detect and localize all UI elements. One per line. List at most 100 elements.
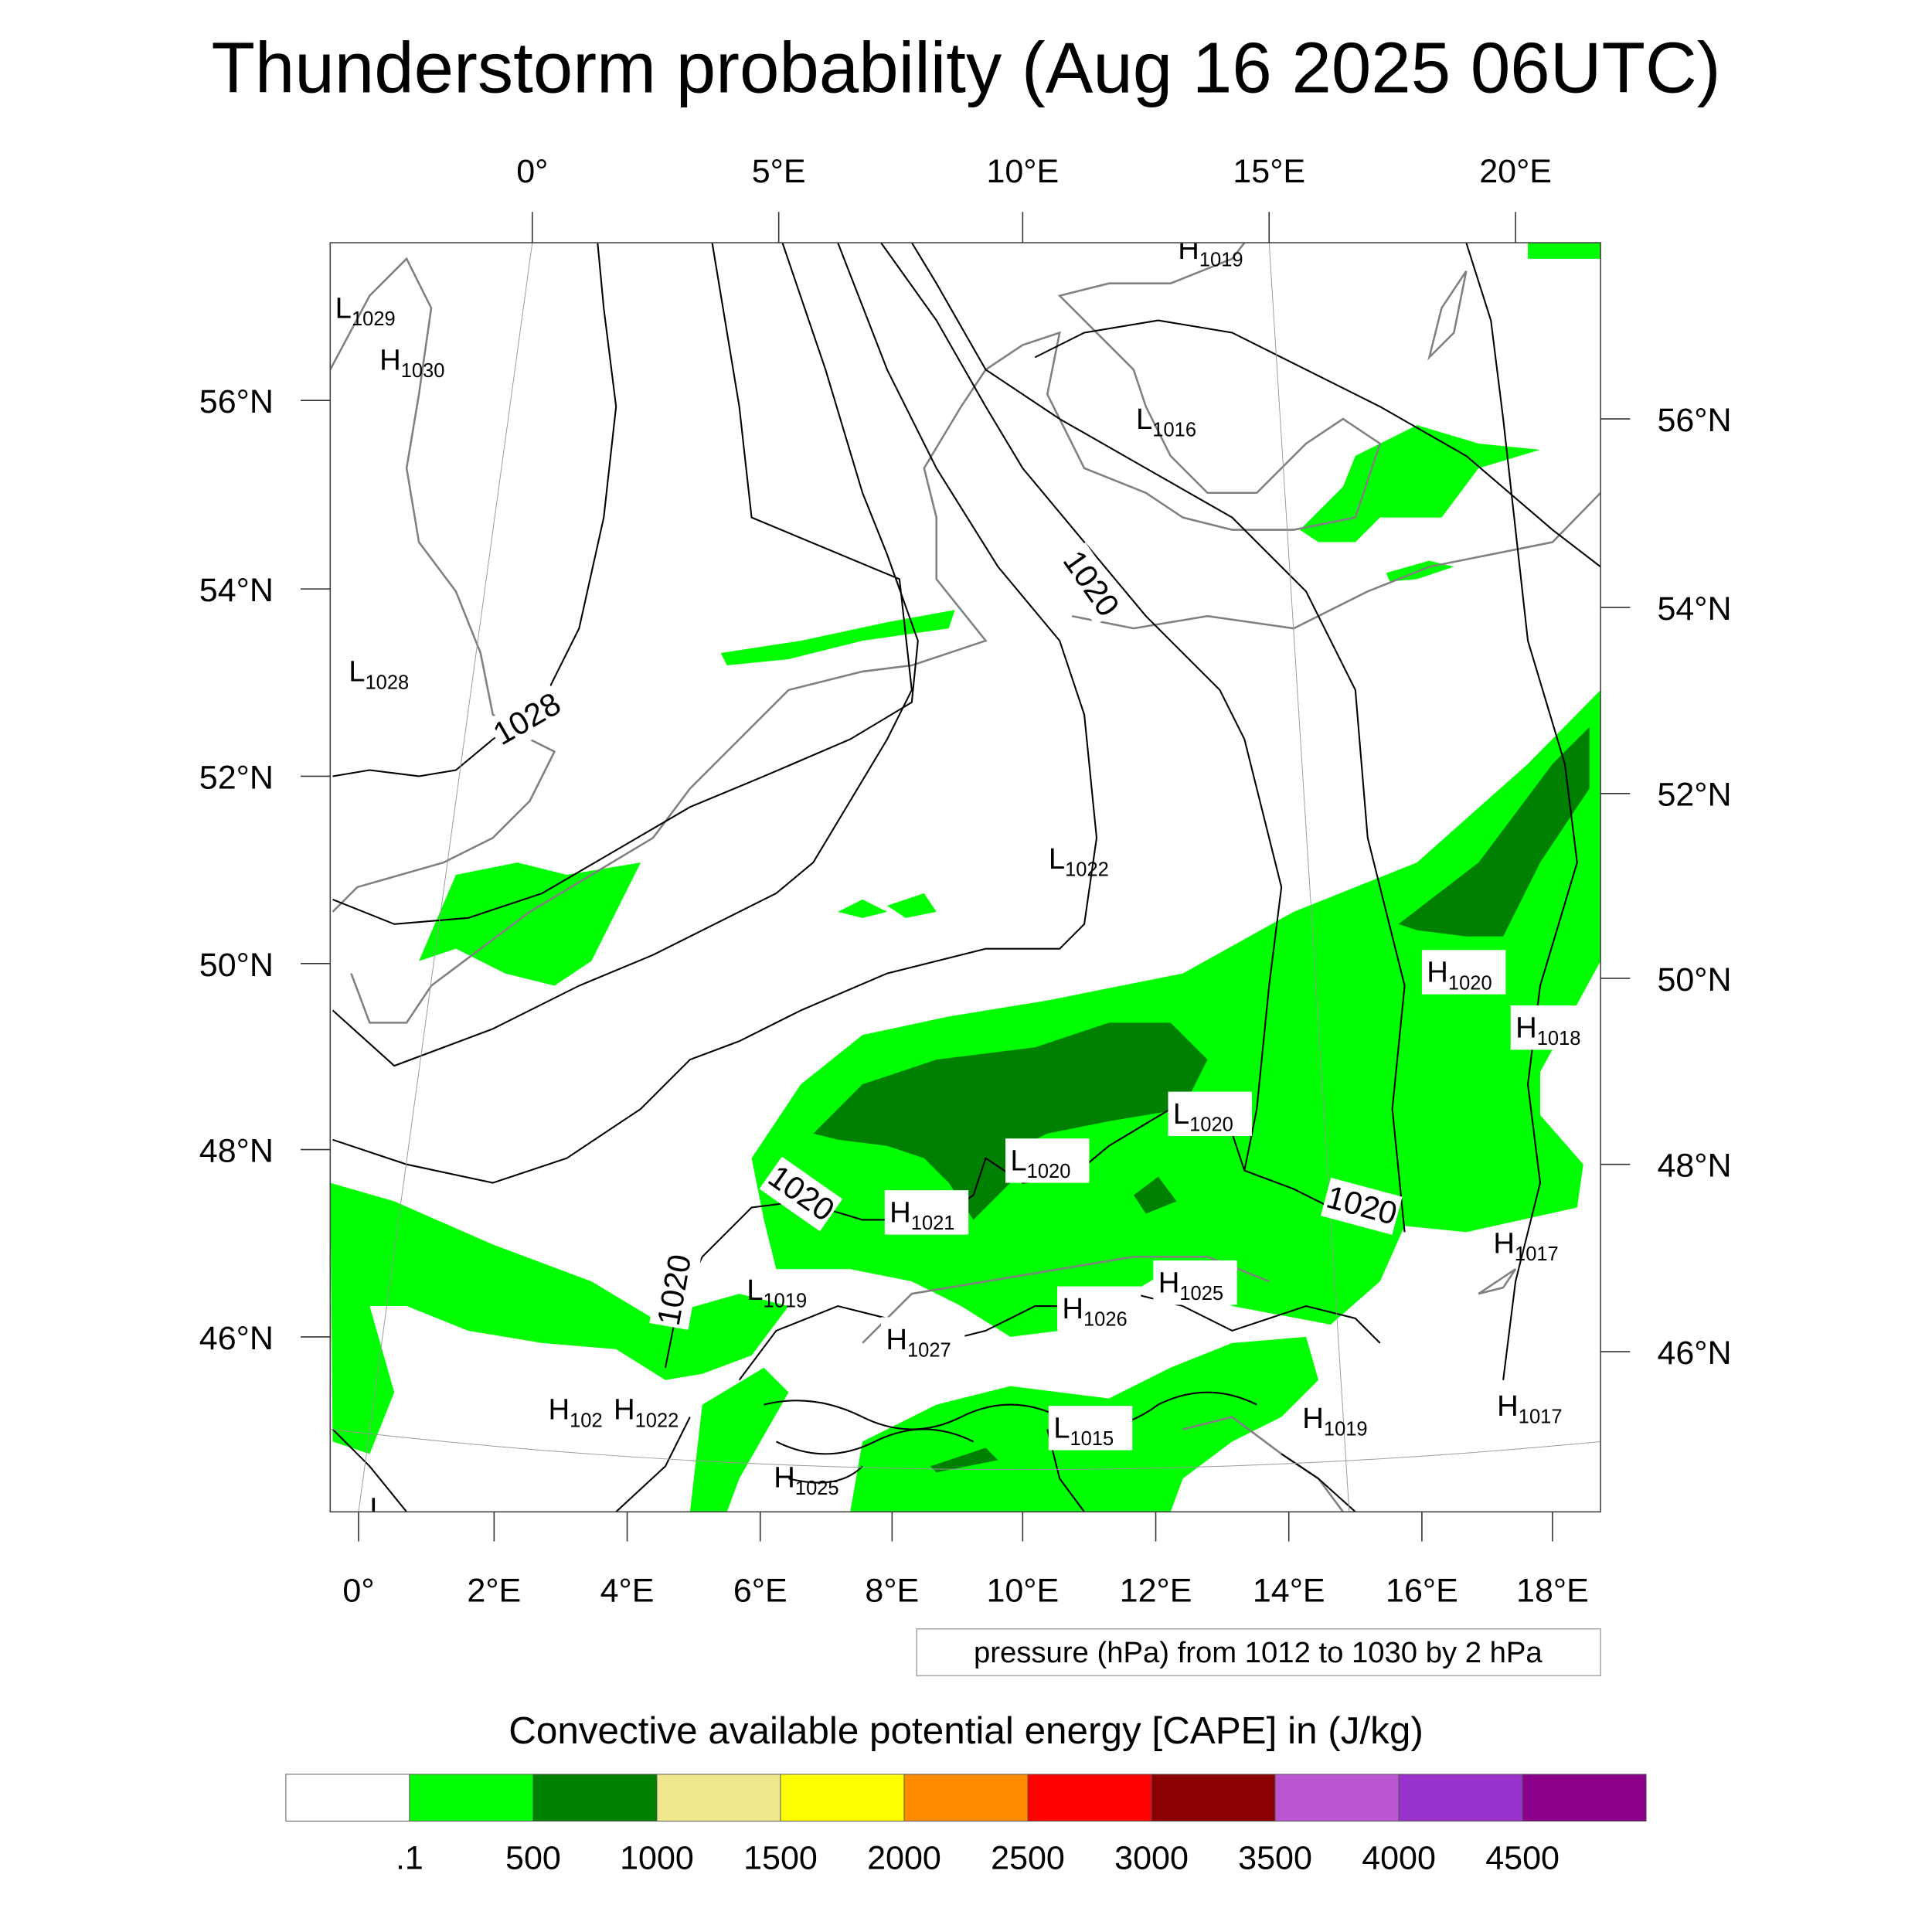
bottom-axis-label: 16°E <box>1386 1573 1458 1610</box>
pressure-center-label: H1025 <box>774 1461 838 1499</box>
pressure-contours <box>332 243 1601 1512</box>
graticule <box>330 243 1601 1512</box>
map: L1029 H1030 L1016 H1019 L1028 L1022 H1020 H1018… <box>329 233 1601 1513</box>
bottom-axis-label: 14°E <box>1253 1573 1325 1610</box>
pressure-center-text: L1028 <box>349 655 409 694</box>
map-frame <box>329 242 1601 1513</box>
right-axis-label: 52°N <box>1657 777 1731 814</box>
pressure-center-label: H1019 <box>1302 1402 1367 1440</box>
pressure-center-text: H1019 <box>1178 233 1243 271</box>
right-axis-labels: 56°N 54°N 52°N 50°N 48°N 46°N <box>1657 402 1731 1372</box>
pressure-center-label: H1027 <box>880 1317 965 1362</box>
colorbar-swatch <box>1027 1774 1152 1821</box>
left-axis-label: 46°N <box>199 1320 274 1357</box>
colorbar-swatch <box>1274 1774 1400 1821</box>
colorbar-label: 1000 <box>620 1840 694 1877</box>
pressure-center-label: H1025 <box>1153 1260 1237 1305</box>
pressure-center-text: H102 <box>549 1393 603 1432</box>
contour-note: pressure (hPa) from 1012 to 1030 by 2 hP… <box>974 1636 1543 1669</box>
top-axis-label: 5°E <box>752 153 806 190</box>
pressure-center-label: L1020 <box>1168 1091 1252 1137</box>
pressure-center-label: L1015 <box>1048 1406 1133 1451</box>
colorbar-swatch <box>1522 1774 1647 1821</box>
bottom-axis-label: 6°E <box>733 1573 787 1610</box>
colorbar-swatch <box>656 1774 781 1821</box>
pressure-center-label: H1030 <box>379 343 444 382</box>
pressure-center-label: H1019 <box>1178 233 1243 271</box>
pressure-center-text: L1022 <box>1049 842 1109 881</box>
pressure-center-label: L1029 <box>335 291 396 330</box>
bottom-axis-labels: 0° 2°E 4°E 6°E 8°E 10°E 12°E 14°E 16°E 1… <box>342 1573 1588 1610</box>
left-axis-label: 48°N <box>199 1133 274 1170</box>
pressure-center-label: L1028 <box>349 655 409 694</box>
pressure-center-label: L1020 <box>1005 1138 1090 1183</box>
top-axis-label: 10°E <box>986 153 1059 190</box>
colorbar-swatch <box>780 1774 905 1821</box>
pressure-center-label: H1017 <box>1493 1226 1558 1265</box>
pressure-center-label: L1016 <box>1136 403 1196 441</box>
pressure-center-label: H1017 <box>1497 1389 1562 1428</box>
pressure-center-text: H1017 <box>1497 1389 1562 1428</box>
colorbar-labels: .1 500 1000 1500 2000 2500 3000 3500 4000 4500 <box>396 1840 1560 1877</box>
contour-value-label: 1028 <box>485 684 570 756</box>
colorbar-swatch <box>285 1774 410 1821</box>
cape-dark-green-areas <box>813 726 1590 1473</box>
colorbar-title: Convective available potential energy [C… <box>509 1709 1423 1752</box>
right-axis-label: 46°N <box>1657 1335 1731 1372</box>
pressure-center-label: L1018 <box>369 1492 430 1512</box>
colorbar-label: 3000 <box>1114 1840 1189 1877</box>
left-axis-labels: 56°N 54°N 52°N 50°N 48°N 46°N <box>199 383 274 1357</box>
colorbar-label: 2500 <box>991 1840 1065 1877</box>
pressure-center-text: H1021 <box>889 1196 954 1235</box>
axis-ticks <box>301 212 1631 1542</box>
right-axis-label: 48°N <box>1657 1148 1731 1185</box>
top-axis-labels: 0° 5°E 10°E 15°E 20°E <box>516 153 1552 190</box>
pressure-center-text: L1019 <box>747 1274 807 1312</box>
colorbar-swatch <box>409 1774 534 1821</box>
colorbar-label: 2000 <box>867 1840 941 1877</box>
pressure-center-text: L1020 <box>1173 1097 1233 1136</box>
pressure-center-text: H1025 <box>1158 1267 1223 1305</box>
cape-light-green-areas <box>330 243 1601 1512</box>
contour-note-box <box>916 1628 1601 1677</box>
contour-value-label: 1020 <box>1053 542 1128 626</box>
right-axis-label: 56°N <box>1657 402 1731 439</box>
colorbar-swatch <box>1151 1774 1276 1821</box>
colorbar-label: 500 <box>505 1840 561 1877</box>
bottom-axis-label: 18°E <box>1516 1573 1589 1610</box>
colorbar-label: 4500 <box>1485 1840 1560 1877</box>
colorbar-swatch <box>1398 1774 1523 1821</box>
pressure-center-text: L1015 <box>1053 1412 1114 1451</box>
bottom-axis-label: 10°E <box>986 1573 1059 1610</box>
colorbar-label: 1500 <box>743 1840 818 1877</box>
figure-title: Thunderstorm probability (Aug 16 2025 06… <box>211 28 1720 108</box>
pressure-center-label: H1026 <box>1056 1286 1141 1331</box>
pressure-center-text: L1016 <box>1136 403 1196 441</box>
bottom-axis-label: 2°E <box>467 1573 521 1610</box>
bottom-axis-label: 0° <box>342 1573 374 1610</box>
right-axis-label: 50°N <box>1657 961 1731 998</box>
pressure-center-text: L1020 <box>1010 1145 1070 1183</box>
pressure-center-label: L1019 <box>747 1274 807 1312</box>
pressure-center-label: L1022 <box>1049 842 1109 881</box>
bottom-axis-label: 12°E <box>1120 1573 1192 1610</box>
pressure-center-labels: L1029 H1030 L1016 H1019 L1028 L1022 H1020 H1018… <box>335 233 1595 1512</box>
bottom-axis-label: 8°E <box>865 1573 919 1610</box>
colorbar-swatch <box>532 1774 658 1821</box>
colorbar <box>285 1774 1647 1821</box>
left-axis-label: 52°N <box>199 759 274 796</box>
pressure-center-text: H1019 <box>1302 1402 1367 1440</box>
colorbar-label: 3500 <box>1238 1840 1312 1877</box>
top-axis-label: 0° <box>516 153 548 190</box>
contour-value-label: 1020 <box>649 1250 702 1330</box>
pressure-center-text: H1025 <box>774 1461 838 1499</box>
left-axis-label: 50°N <box>199 947 274 984</box>
right-axis-label: 54°N <box>1657 590 1731 628</box>
pressure-center-label: H1022 <box>614 1393 679 1432</box>
pressure-center-text: H1020 <box>1427 956 1492 995</box>
bottom-axis-label: 4°E <box>600 1573 655 1610</box>
pressure-center-label: H102 <box>549 1393 603 1432</box>
pressure-center-text: H1022 <box>614 1393 679 1432</box>
left-axis-label: 56°N <box>199 383 274 420</box>
top-axis-label: 20°E <box>1479 153 1552 190</box>
